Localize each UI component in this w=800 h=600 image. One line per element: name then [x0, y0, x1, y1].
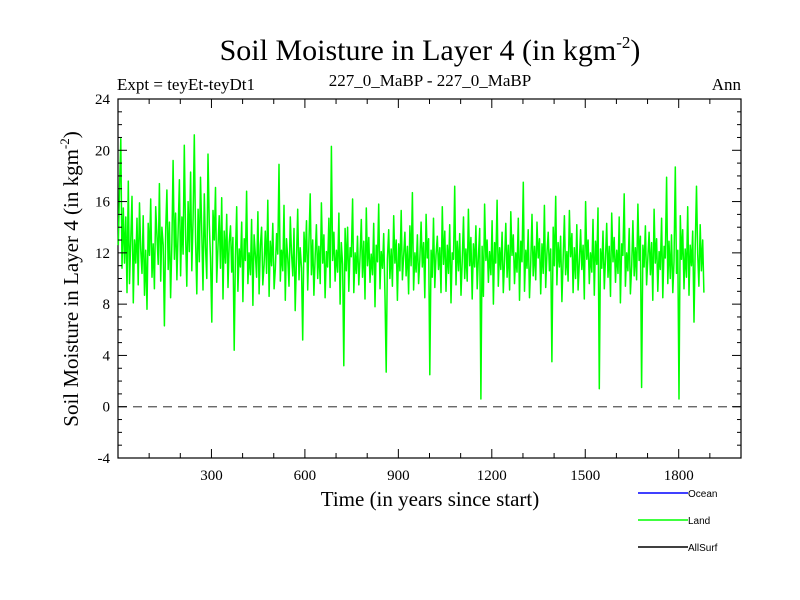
y-axis-label: Soil Moisture in Layer 4 (in kgm-2)	[57, 131, 83, 426]
y-tick-label: 0	[103, 400, 111, 416]
legend-label-ocean: Ocean	[688, 489, 717, 500]
y-tick-label: 8	[103, 297, 111, 313]
subtitle-season: Ann	[712, 75, 742, 94]
x-tick-label: 1800	[664, 468, 694, 484]
x-tick-label: 600	[294, 468, 317, 484]
x-tick-label: 1200	[477, 468, 507, 484]
x-axis-label: Time (in years since start)	[321, 487, 540, 511]
y-tick-label: 12	[95, 246, 110, 262]
subtitle-expt: Expt = teyEt-teyDt1	[117, 75, 255, 94]
legend-label-allsurf: AllSurf	[688, 543, 718, 554]
x-tick-label: 1500	[570, 468, 600, 484]
x-tick-label: 300	[200, 468, 223, 484]
chart-title: Soil Moisture in Layer 4 (in kgm-2)	[220, 33, 641, 67]
axes: 300 600 900 1200 1500 1800 -4 0 4 8 12 16 20 24	[95, 92, 741, 484]
y-tick-label: -4	[98, 451, 111, 467]
legend-label-land: Land	[688, 516, 710, 527]
series-line-land	[117, 134, 705, 400]
subtitle-period: 227_0_MaBP - 227_0_MaBP	[329, 71, 531, 90]
y-tick-label: 20	[95, 143, 110, 159]
y-tick-label: 4	[103, 348, 111, 364]
y-tick-label: 24	[95, 92, 111, 108]
x-tick-label: 900	[387, 468, 410, 484]
legend: Ocean Land AllSurf	[638, 489, 718, 554]
y-tick-label: 16	[95, 195, 111, 211]
